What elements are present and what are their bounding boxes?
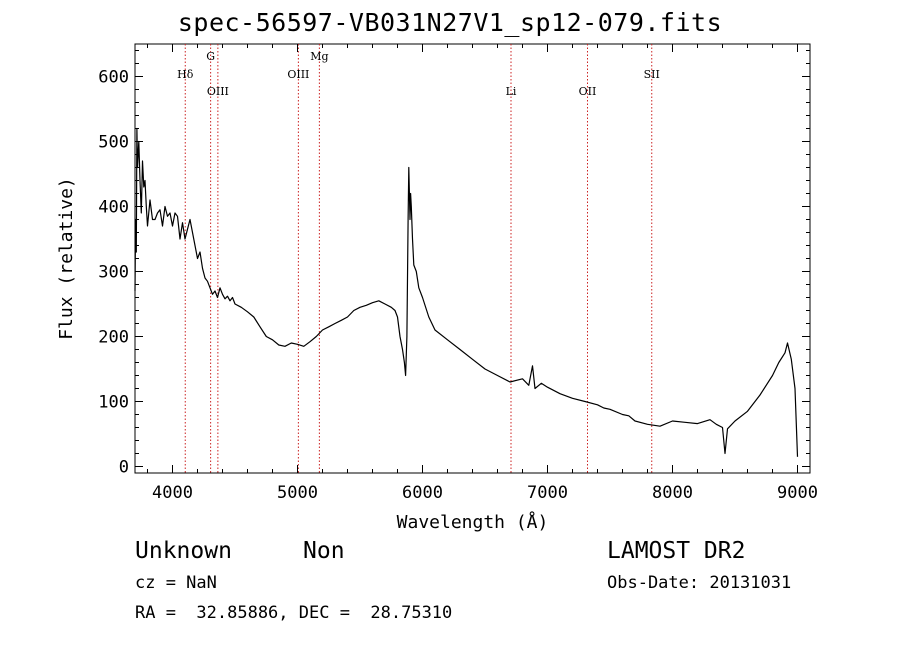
y-tick-label: 300 <box>98 263 129 283</box>
survey-label: LAMOST DR2 <box>607 538 746 564</box>
line-marker-label: OII <box>579 85 597 98</box>
coordinates-label: RA = 32.85886, DEC = 28.75310 <box>135 603 453 623</box>
object-class: Unknown <box>135 538 232 564</box>
obs-date-label: Obs-Date: 20131031 <box>607 573 792 593</box>
line-marker-label: SII <box>644 68 660 81</box>
y-tick-label: 200 <box>98 328 129 348</box>
redshift-label: cz = NaN <box>135 573 217 593</box>
x-axis-label: Wavelength (Å) <box>397 511 549 533</box>
x-tick-label: 6000 <box>402 483 443 503</box>
line-marker-label: G <box>206 50 215 63</box>
y-tick-label: 100 <box>98 393 129 413</box>
x-tick-label: 9000 <box>777 483 818 503</box>
line-marker-label: Hδ <box>177 68 194 81</box>
spectrum-line <box>134 127 799 457</box>
y-tick-label: 500 <box>98 133 129 153</box>
line-marker-label: OIII <box>207 85 229 98</box>
x-tick-label: 4000 <box>152 483 193 503</box>
line-marker-label: Li <box>506 85 517 98</box>
y-tick-label: 600 <box>98 68 129 88</box>
plot-frame <box>134 43 811 474</box>
line-marker-label: OIII <box>287 68 309 81</box>
object-subclass: Non <box>303 538 345 564</box>
line-marker-label: Mg <box>310 50 328 63</box>
x-tick-label: 5000 <box>277 483 318 503</box>
x-tick-label: 8000 <box>652 483 693 503</box>
x-tick-label: 7000 <box>527 483 568 503</box>
y-tick-label: 0 <box>119 458 129 478</box>
y-axis-label: Flux (relative) <box>56 177 77 340</box>
y-tick-label: 400 <box>98 198 129 218</box>
chart-title: spec-56597-VB031N27V1_sp12-079.fits <box>177 8 723 37</box>
